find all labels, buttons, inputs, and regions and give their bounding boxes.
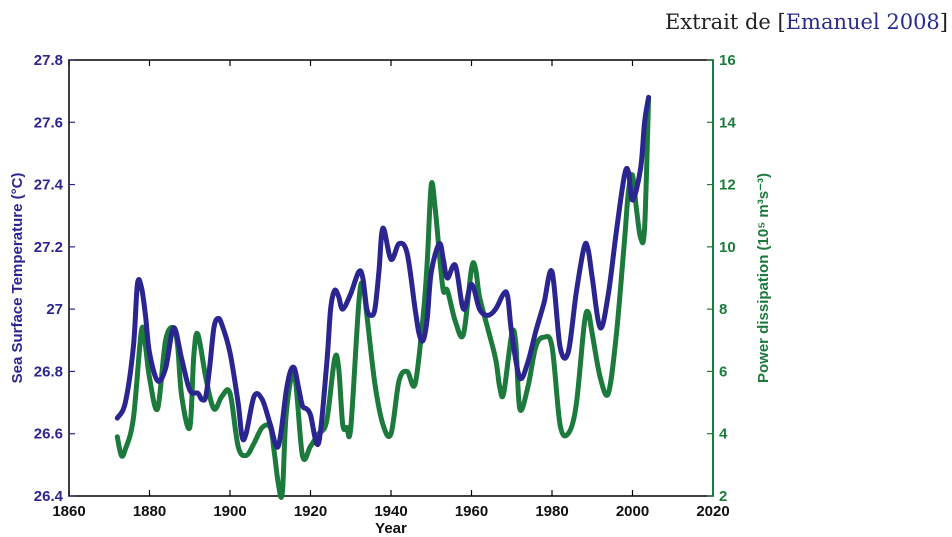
sea-surface-temperature-line <box>114 94 652 450</box>
y-right-tick-label: 4 <box>719 426 728 443</box>
caption-prefix: Extrait de [ <box>664 10 786 34</box>
y-right-tick-label: 10 <box>719 239 736 256</box>
y-right-tick-label: 12 <box>719 177 736 194</box>
x-tick-label: 1980 <box>535 503 568 520</box>
y-right-axis-title: Power dissipation (10⁵ m³s⁻³) <box>755 173 772 383</box>
y-right-tick-label: 16 <box>719 52 736 69</box>
y-left-tick-label: 27 <box>46 301 63 318</box>
figure-caption: Extrait de [Emanuel 2008] <box>665 10 948 34</box>
y-left-tick-label: 26.4 <box>34 488 64 505</box>
x-tick-label: 1860 <box>52 503 85 520</box>
y-left-tick-label: 27.4 <box>34 177 64 194</box>
x-tick-label: 1920 <box>294 503 327 520</box>
citation-link[interactable]: Emanuel 2008 <box>785 10 940 34</box>
x-tick-label: 1880 <box>133 503 166 520</box>
x-tick-label: 1940 <box>374 503 407 520</box>
x-tick-label: 2000 <box>616 503 649 520</box>
y-left-tick-label: 26.8 <box>34 363 63 380</box>
y-left-tick-label: 27.8 <box>34 52 63 69</box>
power-dissipation-line <box>114 94 652 500</box>
caption-suffix: ] <box>939 10 948 34</box>
y-left-tick-label: 26.6 <box>34 426 63 443</box>
y-right-tick-label: 6 <box>719 363 727 380</box>
x-tick-label: 1900 <box>213 503 246 520</box>
x-tick-label: 2020 <box>696 503 729 520</box>
y-left-axis-title: Sea Surface Temperature (°C) <box>9 173 26 384</box>
y-right-tick-label: 8 <box>719 301 727 318</box>
x-axis-title: Year <box>375 520 407 537</box>
y-right-tick-label: 14 <box>719 114 736 131</box>
y-right-tick-label: 2 <box>719 488 727 505</box>
x-tick-label: 1960 <box>455 503 488 520</box>
y-left-tick-label: 27.2 <box>34 239 63 256</box>
y-left-tick-label: 27.6 <box>34 114 63 131</box>
